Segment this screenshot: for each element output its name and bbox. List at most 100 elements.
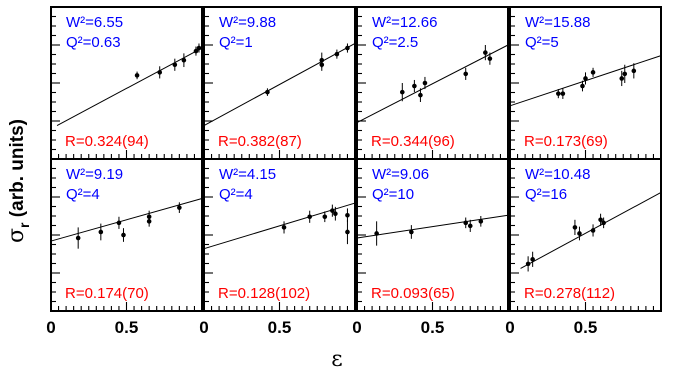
data-point <box>345 212 350 218</box>
data-point <box>75 235 81 241</box>
data-point <box>322 214 328 220</box>
x-tick-label: 0 <box>505 318 514 337</box>
panel-2: W²=9.88 Q²=1 R=0.382(87) <box>203 6 356 160</box>
data-point <box>265 89 270 95</box>
data-point <box>177 205 182 210</box>
panel-q2-label: Q²=10 <box>372 186 414 203</box>
data-point <box>334 51 340 57</box>
data-point <box>400 89 405 95</box>
panel-8: W²=10.48 Q²=16 R=0.278(112) <box>509 158 662 312</box>
panel-r-label: R=0.278(112) <box>524 285 615 302</box>
panel-w2-label: W²=9.19 <box>66 166 123 183</box>
data-point <box>307 214 313 220</box>
data-point <box>601 220 606 226</box>
panel-5: W²=9.19 Q²=4 R=0.174(70) <box>50 158 203 312</box>
x-axis-label: ε <box>331 347 342 372</box>
data-point <box>330 208 335 213</box>
data-point <box>172 62 178 68</box>
panel-4: W²=15.88 Q²=5 R=0.173(69) <box>509 6 662 160</box>
data-point <box>590 228 596 233</box>
panel-w2-label: W²=4.15 <box>219 166 276 183</box>
data-point <box>590 70 596 75</box>
x-tick-label: 0 <box>199 318 208 337</box>
x-tick-label: 0.5 <box>574 318 598 337</box>
panel-r-label: R=0.382(87) <box>218 133 302 150</box>
data-point <box>572 225 578 230</box>
fit-line <box>50 198 203 242</box>
panel-w2-label: W²=10.48 <box>525 166 590 183</box>
x-tick-label: 0.5 <box>421 318 445 337</box>
panel-7: W²=9.06 Q²=10 R=0.093(65) <box>356 158 509 312</box>
data-point <box>560 91 566 96</box>
panel-r-label: R=0.173(69) <box>524 133 608 150</box>
data-point <box>146 219 152 224</box>
panel-w2-label: W²=15.88 <box>525 14 590 31</box>
panel-q2-label: Q²=1 <box>219 34 253 51</box>
data-point <box>467 223 473 229</box>
panel-6: W²=4.15 Q²=4 R=0.128(102) <box>203 158 356 312</box>
data-point <box>345 45 350 51</box>
panel-q2-label: Q²=4 <box>219 186 253 203</box>
data-point <box>530 257 535 262</box>
data-point <box>196 45 202 51</box>
x-tick-label: 0 <box>46 318 55 337</box>
panel-q2-label: Q²=0.63 <box>66 34 121 51</box>
y-axis-label-rest: (arb. units) <box>7 119 28 222</box>
data-point <box>583 76 588 81</box>
data-point <box>525 261 531 267</box>
panel-w2-label: W²=6.55 <box>66 14 123 31</box>
x-tick-labels: 0 0.5 0 0.5 0 0.5 0 0.5 <box>46 318 597 337</box>
data-point <box>345 229 350 235</box>
panel-q2-label: Q²=2.5 <box>372 34 418 51</box>
panel-3: W²=12.66 Q²=2.5 R=0.344(96) <box>356 6 509 160</box>
data-point <box>483 50 488 55</box>
panel-r-label: R=0.344(96) <box>371 133 455 150</box>
panel-w2-label: W²=12.66 <box>372 14 437 31</box>
data-point <box>631 68 637 74</box>
panel-w2-label: W²=9.88 <box>219 14 276 31</box>
data-point <box>116 220 122 226</box>
panel-q2-label: Q²=5 <box>525 34 559 51</box>
data-point <box>577 231 582 236</box>
panel-r-label: R=0.093(65) <box>371 285 455 302</box>
data-point <box>374 231 379 236</box>
fit-line <box>56 47 203 127</box>
data-point <box>619 76 625 81</box>
data-point <box>556 91 561 96</box>
data-point <box>463 71 469 77</box>
x-tick-label: 0 <box>352 318 361 337</box>
y-axis-label-sub: r <box>16 222 32 228</box>
data-point <box>622 71 628 77</box>
panel-q2-label: Q²=16 <box>525 186 567 203</box>
data-point <box>580 83 585 89</box>
data-point <box>409 229 414 235</box>
fit-line <box>203 202 356 250</box>
data-point <box>281 225 287 230</box>
data-point <box>478 219 484 224</box>
panel-r-label: R=0.324(94) <box>65 133 149 150</box>
data-point <box>193 48 199 54</box>
y-axis-label: σr (arb. units) <box>4 119 32 243</box>
data-point <box>333 211 338 217</box>
data-point <box>319 62 325 68</box>
data-point <box>412 83 417 89</box>
panel-r-label: R=0.174(70) <box>65 285 149 302</box>
data-point <box>157 70 163 75</box>
fit-line <box>356 44 509 123</box>
data-point <box>181 57 187 63</box>
data-point <box>463 220 469 226</box>
x-tick-label: 0.5 <box>115 318 139 337</box>
data-point <box>418 92 423 98</box>
fit-line <box>203 43 356 126</box>
data-point <box>598 217 603 223</box>
data-point <box>422 80 428 86</box>
y-axis-label-main: σ <box>4 228 29 243</box>
data-point <box>134 73 140 78</box>
panel-w2-label: W²=9.06 <box>372 166 429 183</box>
fit-line <box>356 214 509 239</box>
panel-q2-label: Q²=4 <box>66 186 100 203</box>
data-point <box>487 56 493 61</box>
x-tick-label: 0.5 <box>268 318 292 337</box>
panel-r-label: R=0.128(102) <box>218 285 310 302</box>
